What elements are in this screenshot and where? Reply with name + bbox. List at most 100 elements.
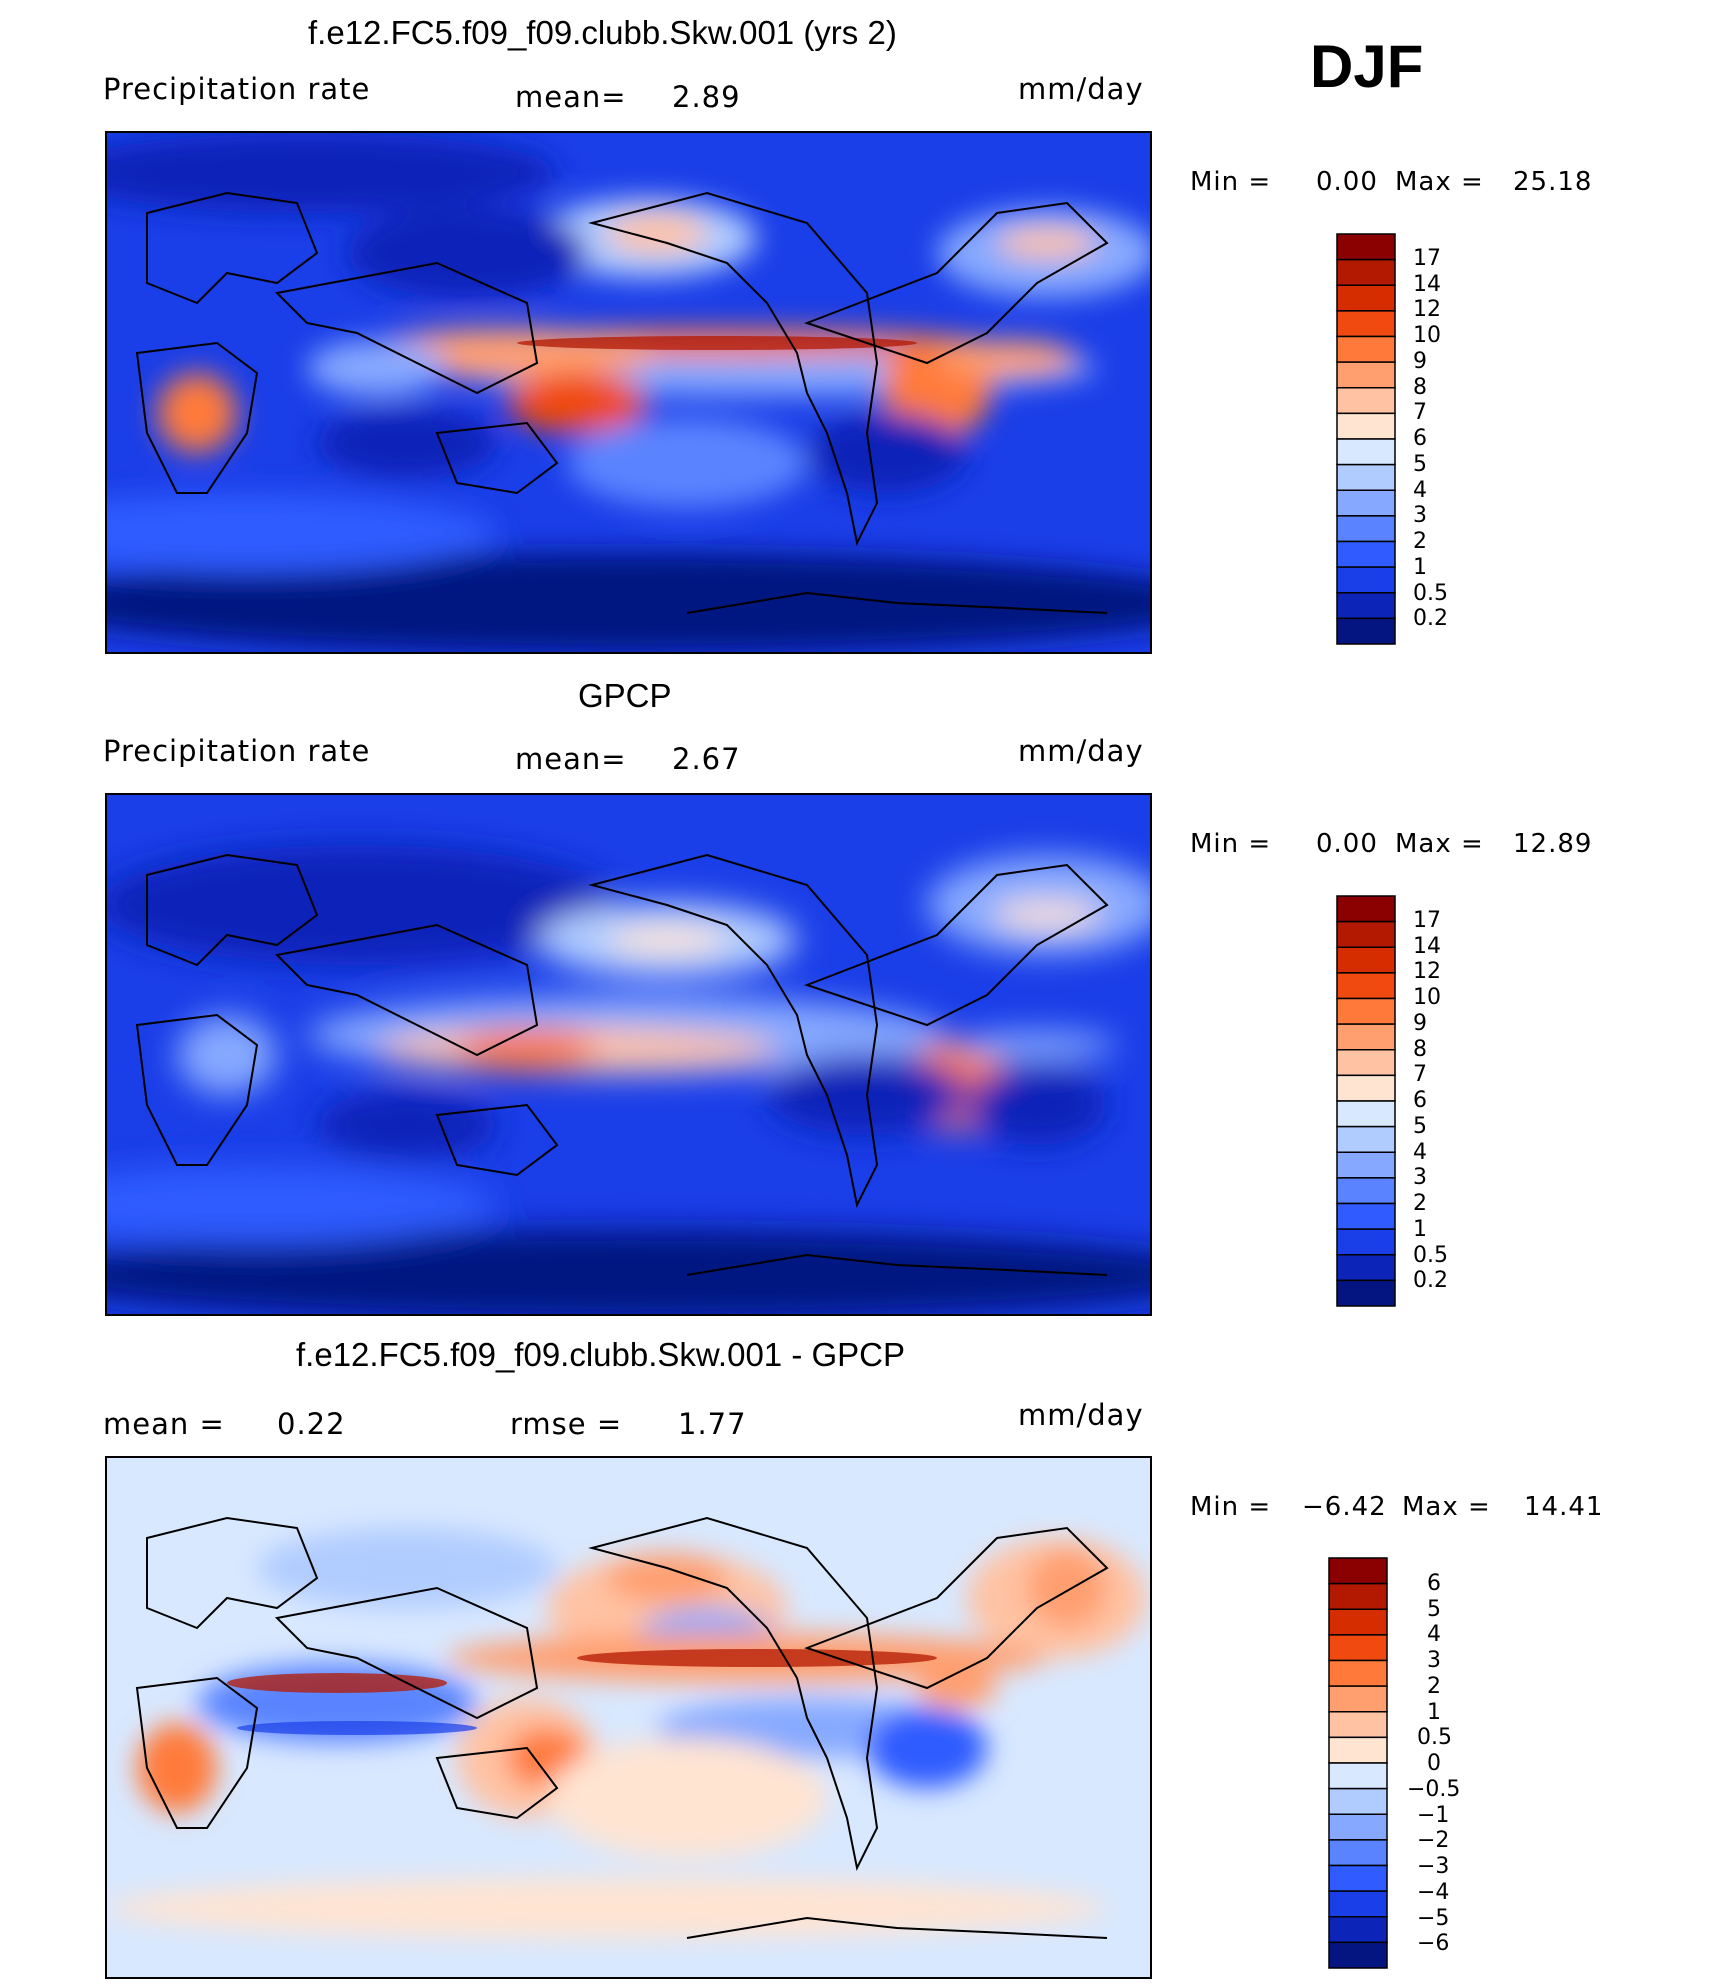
legend-label: 7 <box>1413 400 1427 425</box>
colorbar-box <box>1328 1736 1388 1764</box>
panel3-min-value: −6.42 <box>1302 1492 1387 1522</box>
colorbar-box <box>1336 412 1396 440</box>
colorbar-box <box>1336 1023 1396 1051</box>
colorbar-box <box>1336 1254 1396 1282</box>
panel2-mean-value: 2.67 <box>672 742 741 776</box>
panel1-colorbar-boxes <box>1336 233 1396 645</box>
panel2-colorbar-boxes <box>1336 895 1396 1307</box>
colorbar-box <box>1328 1864 1388 1892</box>
panel2-min-value: 0.00 <box>1316 829 1378 859</box>
panel2-coastlines <box>135 853 1109 1276</box>
panel2-title: GPCP <box>578 677 672 714</box>
panel3-rmse-value: 1.77 <box>678 1407 747 1441</box>
colorbar-box <box>1336 617 1396 645</box>
panel3-units: mm/day <box>1018 1398 1144 1432</box>
colorbar-box <box>1328 1711 1388 1739</box>
legend-label: 5 <box>1413 452 1427 477</box>
legend-label: −2 <box>1417 1828 1450 1853</box>
legend-label: 3 <box>1427 1648 1441 1673</box>
legend-label: 6 <box>1413 1088 1427 1113</box>
legend-label: −1 <box>1417 1803 1450 1828</box>
panel3-colorbar <box>1328 1557 1388 1969</box>
panel1-mean-key: mean= <box>515 80 627 114</box>
legend-label: 9 <box>1413 1011 1427 1036</box>
panel2-colorbar <box>1336 895 1396 1307</box>
colorbar-box <box>1336 361 1396 389</box>
legend-label: −5 <box>1417 1906 1450 1931</box>
legend-label: 4 <box>1413 478 1427 503</box>
colorbar-box <box>1336 258 1396 286</box>
legend-label: 4 <box>1413 1140 1427 1165</box>
legend-label: 6 <box>1427 1571 1441 1596</box>
colorbar-box <box>1336 1151 1396 1179</box>
colorbar-box <box>1328 1916 1388 1944</box>
legend-label: 0.5 <box>1413 1243 1448 1268</box>
panel3-min-label: Min = <box>1190 1492 1272 1522</box>
panel2-max-value: 12.89 <box>1513 829 1593 859</box>
legend-label: 14 <box>1413 272 1441 297</box>
legend-label: −4 <box>1417 1880 1450 1905</box>
colorbar-box <box>1336 335 1396 363</box>
colorbar-box <box>1328 1685 1388 1713</box>
panel2-mean-key: mean= <box>515 742 627 776</box>
legend-label: 0.5 <box>1413 581 1448 606</box>
colorbar-box <box>1336 1202 1396 1230</box>
legend-label: 6 <box>1413 426 1427 451</box>
colorbar-box <box>1336 946 1396 974</box>
legend-label: 2 <box>1427 1674 1441 1699</box>
legend-label: 3 <box>1413 503 1427 528</box>
panel1-coastlines <box>135 191 1109 614</box>
panel3-mean-value: 0.22 <box>277 1407 346 1441</box>
panel1-field-label: Precipitation rate <box>103 72 371 106</box>
legend-label: 14 <box>1413 934 1441 959</box>
panel3-difference-map <box>105 1456 1152 1979</box>
panel3-colorbar-boxes <box>1328 1557 1388 1969</box>
colorbar-box <box>1336 1100 1396 1128</box>
legend-label: 2 <box>1413 529 1427 554</box>
colorbar-box <box>1336 438 1396 466</box>
legend-label: −6 <box>1417 1931 1450 1956</box>
legend-label: 4 <box>1427 1622 1441 1647</box>
colorbar-box <box>1336 233 1396 261</box>
legend-label: 12 <box>1413 297 1441 322</box>
panel3-max-value: 14.41 <box>1524 1492 1604 1522</box>
legend-label: 10 <box>1413 985 1441 1010</box>
colorbar-box <box>1336 540 1396 568</box>
colorbar-box <box>1336 972 1396 1000</box>
legend-label: 10 <box>1413 323 1441 348</box>
panel1-units: mm/day <box>1018 72 1144 106</box>
colorbar-box <box>1336 895 1396 923</box>
legend-label: −3 <box>1417 1854 1450 1879</box>
colorbar-box <box>1328 1762 1388 1790</box>
legend-label: 5 <box>1427 1597 1441 1622</box>
panel3-max-label: Max = <box>1402 1492 1491 1522</box>
legend-label: 1 <box>1413 555 1427 580</box>
colorbar-box <box>1336 1228 1396 1256</box>
legend-label: 0.2 <box>1413 606 1448 631</box>
legend-label: 5 <box>1413 1114 1427 1139</box>
legend-label: 8 <box>1413 375 1427 400</box>
colorbar-box <box>1336 566 1396 594</box>
panel1-map-svg <box>107 133 1150 652</box>
legend-label: 0 <box>1427 1751 1441 1776</box>
colorbar-box <box>1336 1177 1396 1205</box>
legend-label: 17 <box>1413 246 1441 271</box>
legend-label: 9 <box>1413 349 1427 374</box>
colorbar-box <box>1336 997 1396 1025</box>
panel1-colorbar <box>1336 233 1396 645</box>
colorbar-box <box>1328 1608 1388 1636</box>
panel2-max-label: Max = <box>1395 829 1484 859</box>
legend-label: 1 <box>1413 1217 1427 1242</box>
colorbar-box <box>1328 1890 1388 1918</box>
colorbar-box <box>1328 1634 1388 1662</box>
panel2-min-label: Min = <box>1190 829 1272 859</box>
panel3-coastlines <box>135 1516 1109 1939</box>
colorbar-box <box>1336 310 1396 338</box>
panel1-model-precip-map <box>105 131 1152 654</box>
panel3-map-svg <box>107 1458 1150 1977</box>
colorbar-box <box>1336 1125 1396 1153</box>
colorbar-box <box>1328 1813 1388 1841</box>
colorbar-box <box>1336 489 1396 517</box>
colorbar-box <box>1328 1582 1388 1610</box>
panel1-max-label: Max = <box>1395 167 1484 197</box>
